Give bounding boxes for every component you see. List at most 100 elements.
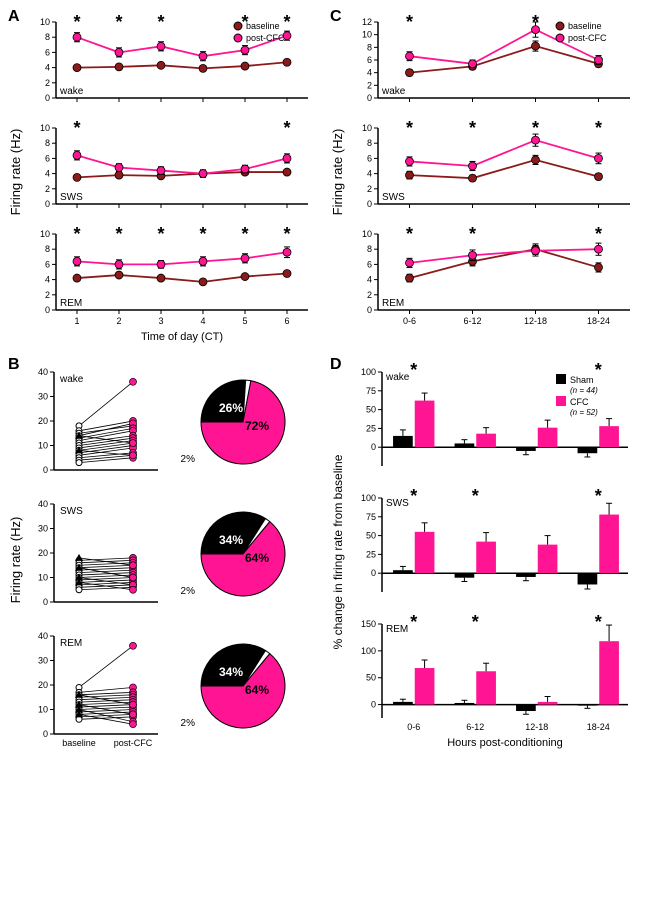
svg-text:REM: REM [386, 624, 408, 635]
svg-text:*: * [595, 224, 602, 244]
svg-text:*: * [283, 118, 290, 138]
svg-text:8: 8 [45, 32, 50, 42]
svg-text:10: 10 [362, 30, 372, 40]
svg-text:*: * [157, 224, 164, 244]
svg-text:*: * [73, 118, 80, 138]
svg-text:4: 4 [200, 316, 205, 326]
svg-text:12: 12 [362, 17, 372, 27]
svg-text:6: 6 [367, 153, 372, 163]
panel-d-svg: % change in firing rate from baseline 0 25… [330, 356, 640, 766]
panel-b-label: B [8, 356, 20, 374]
svg-text:0: 0 [45, 199, 50, 209]
svg-text:2: 2 [45, 78, 50, 88]
svg-text:*: * [532, 118, 539, 138]
panel-d-label: D [330, 356, 342, 374]
svg-text:post-CFC: post-CFC [246, 33, 285, 43]
svg-text:Firing rate (Hz): Firing rate (Hz) [8, 517, 23, 604]
svg-text:*: * [410, 360, 417, 380]
svg-text:30: 30 [38, 392, 48, 402]
svg-text:(n = 44): (n = 44) [570, 386, 598, 395]
svg-text:Firing rate (Hz): Firing rate (Hz) [8, 129, 23, 216]
svg-text:50: 50 [366, 405, 376, 415]
svg-text:post-CFC: post-CFC [114, 738, 153, 748]
svg-text:4: 4 [367, 68, 372, 78]
svg-text:*: * [595, 612, 602, 632]
svg-text:1: 1 [74, 316, 79, 326]
svg-text:20: 20 [38, 548, 48, 558]
svg-text:*: * [406, 224, 413, 244]
svg-text:2: 2 [116, 316, 121, 326]
svg-text:*: * [115, 12, 122, 32]
svg-text:10: 10 [40, 123, 50, 133]
svg-text:CFC: CFC [570, 397, 589, 407]
svg-text:*: * [472, 486, 479, 506]
svg-text:150: 150 [361, 619, 376, 629]
svg-text:*: * [73, 12, 80, 32]
svg-text:2%: 2% [181, 718, 196, 729]
svg-text:3: 3 [158, 316, 163, 326]
svg-text:0-6: 0-6 [407, 722, 420, 732]
panel-a-label: A [8, 8, 20, 26]
svg-text:10: 10 [40, 17, 50, 27]
svg-text:64%: 64% [245, 683, 269, 697]
svg-text:12-18: 12-18 [524, 316, 547, 326]
svg-text:18-24: 18-24 [587, 316, 610, 326]
svg-text:*: * [472, 612, 479, 632]
svg-text:8: 8 [45, 244, 50, 254]
figure: A Firing rate (Hz)0246810*****wakebaseli… [8, 8, 644, 766]
svg-text:*: * [283, 12, 290, 32]
svg-text:2: 2 [367, 184, 372, 194]
svg-text:Firing rate (Hz): Firing rate (Hz) [330, 129, 345, 216]
svg-text:% change in firing rate from b: % change in firing rate from baseline [331, 454, 345, 649]
svg-text:6: 6 [45, 47, 50, 57]
svg-text:wake: wake [385, 372, 410, 383]
panel-d: D % change in firing rate from baseline 0… [330, 356, 644, 766]
panel-b: B Firing rate (Hz)010203040wake26%2%72%0… [8, 356, 322, 766]
panel-b-svg: Firing rate (Hz)010203040wake26%2%72%010… [8, 356, 318, 766]
svg-text:(n = 52): (n = 52) [570, 408, 598, 417]
svg-text:25: 25 [366, 549, 376, 559]
svg-text:*: * [283, 224, 290, 244]
svg-text:20: 20 [38, 680, 48, 690]
svg-text:*: * [406, 118, 413, 138]
svg-text:4: 4 [367, 169, 372, 179]
svg-text:SWS: SWS [60, 506, 83, 517]
panel-a: A Firing rate (Hz)0246810*****wakebaseli… [8, 8, 322, 348]
panel-a-svg: Firing rate (Hz)0246810*****wakebaseline… [8, 8, 318, 348]
svg-text:SWS: SWS [386, 498, 409, 509]
svg-text:50: 50 [366, 673, 376, 683]
svg-text:8: 8 [367, 138, 372, 148]
svg-text:72%: 72% [245, 419, 269, 433]
svg-text:40: 40 [38, 367, 48, 377]
svg-text:0: 0 [371, 442, 376, 452]
svg-text:SWS: SWS [60, 192, 83, 203]
svg-text:34%: 34% [219, 665, 243, 679]
svg-text:6: 6 [45, 153, 50, 163]
svg-text:6-12: 6-12 [466, 722, 484, 732]
svg-text:wake: wake [381, 86, 406, 97]
svg-text:50: 50 [366, 531, 376, 541]
svg-text:10: 10 [38, 441, 48, 451]
svg-text:*: * [410, 486, 417, 506]
svg-text:8: 8 [367, 244, 372, 254]
svg-text:0-6: 0-6 [403, 316, 416, 326]
svg-text:40: 40 [38, 631, 48, 641]
svg-text:4: 4 [45, 169, 50, 179]
panel-c: C Firing rate (Hz)024681012**wakebaselin… [330, 8, 644, 348]
svg-text:0: 0 [43, 465, 48, 475]
svg-text:10: 10 [38, 705, 48, 715]
svg-text:*: * [469, 224, 476, 244]
svg-text:SWS: SWS [382, 192, 405, 203]
svg-text:6: 6 [367, 55, 372, 65]
svg-text:post-CFC: post-CFC [568, 33, 607, 43]
svg-text:*: * [595, 118, 602, 138]
svg-text:40: 40 [38, 499, 48, 509]
svg-text:*: * [241, 224, 248, 244]
svg-text:*: * [469, 118, 476, 138]
svg-text:0: 0 [367, 93, 372, 103]
svg-text:8: 8 [45, 138, 50, 148]
svg-text:REM: REM [60, 298, 82, 309]
svg-text:5: 5 [242, 316, 247, 326]
svg-text:8: 8 [367, 42, 372, 52]
svg-text:*: * [115, 224, 122, 244]
